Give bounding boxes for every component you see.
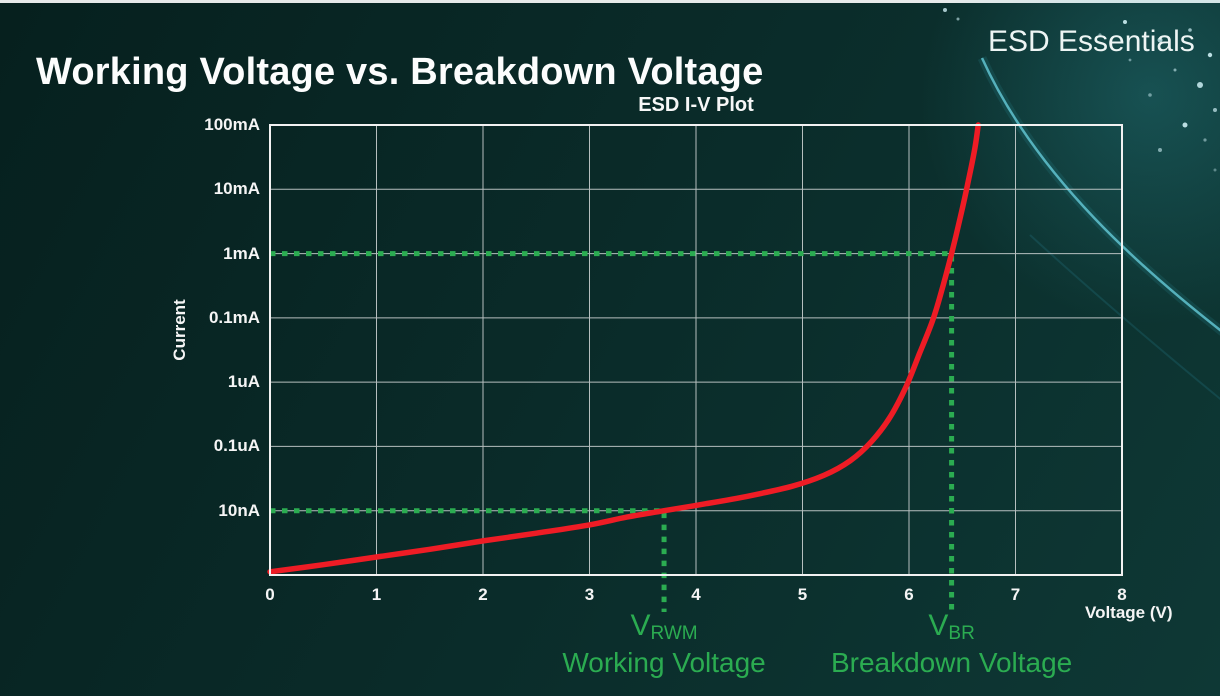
plot-border [269, 124, 1123, 576]
page-title: Working Voltage vs. Breakdown Voltage [36, 51, 764, 94]
iv-plot-svg [267, 122, 1123, 612]
x-tick-label: 2 [478, 585, 488, 604]
x-tick-label: 3 [584, 585, 595, 604]
grid-lines [270, 125, 1122, 575]
x-tick-label: 0 [265, 585, 275, 604]
x-tick-label: 8 [1117, 585, 1127, 604]
x-tick-label: 4 [691, 585, 701, 604]
x-tick-label: 5 [797, 585, 808, 604]
marker-vrwm: VRWM Working Voltage [562, 609, 766, 678]
y-tick-label: 100mA [204, 115, 260, 134]
vrwm-symbol: VRWM [630, 609, 698, 645]
iv-curve [267, 122, 981, 575]
y-tick-label: 10nA [218, 500, 260, 520]
x-axis-label: Voltage (V) [1085, 603, 1173, 622]
vbr-symbol: VBR [928, 609, 975, 645]
marker-vbr: VBR Breakdown Voltage [830, 609, 1073, 678]
y-tick-label: 0.1mA [208, 307, 260, 327]
y-tick-label: 1mA [223, 243, 260, 263]
iv-chart: ESD I-V Plot Current Voltage (V) 100mA 10… [170, 94, 1173, 622]
brand-logo-text: ESD Essentials [988, 25, 1195, 58]
y-tick-label: 0.1uA [213, 436, 260, 456]
chart-title: ESD I-V Plot [638, 94, 754, 116]
vrwm-caption: Working Voltage [562, 646, 766, 678]
x-tick-label: 1 [371, 585, 382, 604]
y-tick-label: 10mA [213, 179, 260, 199]
top-edge-strip [0, 0, 1220, 3]
x-tick-label: 7 [1010, 585, 1021, 604]
vbr-caption: Breakdown Voltage [830, 646, 1073, 678]
y-axis-label: Current [170, 299, 189, 361]
x-tick-label: 6 [904, 585, 914, 604]
y-tick-label: 1uA [227, 372, 260, 392]
